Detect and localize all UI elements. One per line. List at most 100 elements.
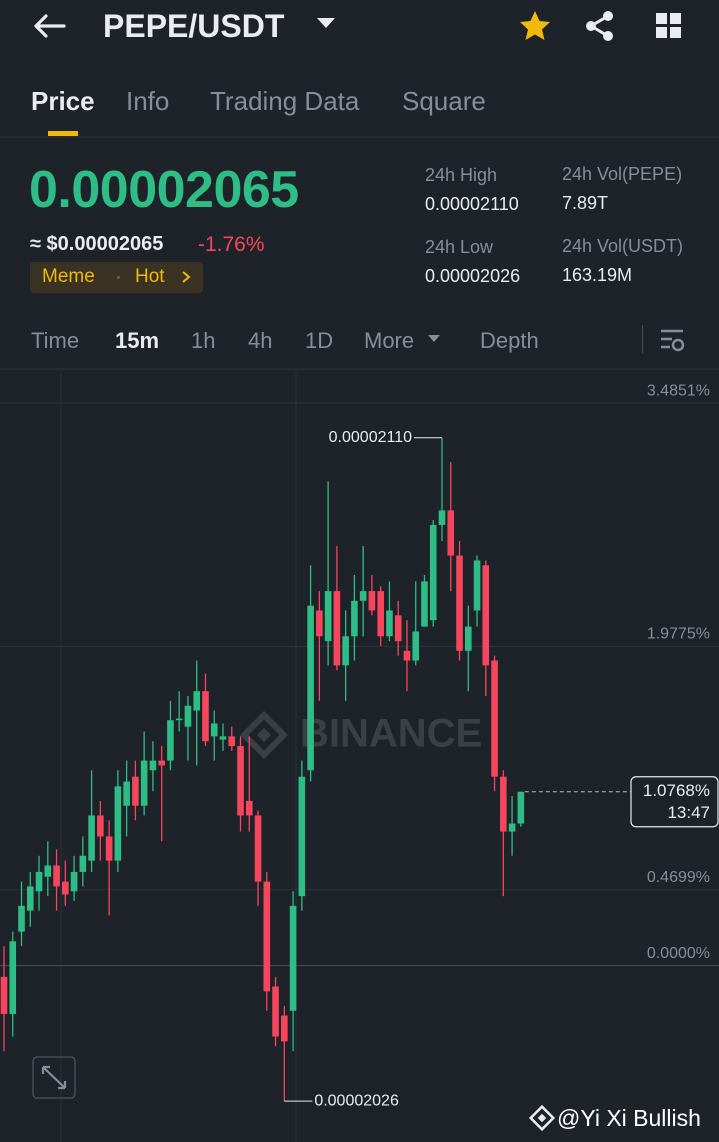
candle-body xyxy=(473,560,481,611)
candle-body xyxy=(62,881,69,895)
candle-body xyxy=(289,905,297,1011)
dropdown-icon[interactable] xyxy=(316,16,336,30)
credit: @Yi Xi Bullish xyxy=(557,1105,701,1131)
candle-body xyxy=(167,720,174,761)
tag[interactable]: Hot xyxy=(135,266,165,287)
candle-body xyxy=(482,565,490,666)
candle-body xyxy=(359,591,367,601)
y-tick-label: 3.4851% xyxy=(647,382,710,399)
candle-body xyxy=(281,1015,288,1042)
candle-body xyxy=(447,510,455,556)
candle-body xyxy=(394,615,402,642)
last-price-label: 1.0768% xyxy=(643,781,710,800)
candle-body xyxy=(377,591,384,637)
price-change: -1.76% xyxy=(198,233,265,256)
interval[interactable]: 1h xyxy=(191,328,216,353)
candle-body xyxy=(254,815,262,882)
candle-body xyxy=(175,718,183,721)
interval[interactable]: 1D xyxy=(305,328,334,353)
last-price: 0.00002065 xyxy=(29,161,299,219)
tab-active[interactable]: Price xyxy=(31,86,95,116)
candle-body xyxy=(456,555,463,651)
stat-label: 24h Vol(PEPE) xyxy=(562,164,683,184)
candle-body xyxy=(421,581,428,627)
candle-body xyxy=(202,691,209,742)
chart-settings-icon[interactable] xyxy=(660,328,686,354)
candle-body xyxy=(114,786,122,861)
tab[interactable]: Info xyxy=(126,86,170,116)
candle-body xyxy=(79,855,87,872)
candle-body xyxy=(210,723,218,737)
candle-body xyxy=(333,591,341,666)
interval[interactable]: Depth xyxy=(480,328,539,353)
share-icon[interactable] xyxy=(583,9,617,43)
stat-label: 24h Vol(USDT) xyxy=(562,236,684,256)
stat-value: 7.89T xyxy=(562,193,609,213)
candle-body xyxy=(403,650,411,661)
candle-body xyxy=(97,815,104,837)
usd-price: ≈ $0.00002065 xyxy=(30,233,164,255)
y-tick-label: 0.4699% xyxy=(647,869,710,886)
pair-title[interactable]: PEPE/USDT xyxy=(103,8,285,44)
max-label: 0.00002110 xyxy=(329,429,412,446)
candle-body xyxy=(158,760,165,766)
tag-separator xyxy=(117,276,120,279)
interval[interactable]: 4h xyxy=(248,328,273,353)
candle-body xyxy=(272,986,279,1037)
dropdown-icon[interactable] xyxy=(427,334,441,344)
stat-label: 24h High xyxy=(425,165,498,185)
favorite-icon[interactable] xyxy=(518,9,552,43)
candle-body xyxy=(219,736,227,740)
last-price-box xyxy=(630,776,719,828)
candle-body xyxy=(316,610,323,637)
menu-grid-icon[interactable] xyxy=(655,12,683,40)
candle-body xyxy=(193,691,201,711)
candle-body xyxy=(245,800,253,816)
y-tick-label: 0.0000% xyxy=(647,945,710,962)
chevron-icon xyxy=(182,271,191,283)
candle-body xyxy=(324,591,332,642)
tab[interactable]: Trading Data xyxy=(210,86,360,116)
candle-body xyxy=(149,760,157,771)
candle-body xyxy=(429,524,437,621)
tag-box[interactable] xyxy=(30,262,203,293)
interval[interactable]: Time xyxy=(31,328,80,353)
candle-body xyxy=(298,776,306,897)
candle-body xyxy=(464,626,472,651)
stat-value: 163.19M xyxy=(562,265,633,285)
candle-body xyxy=(132,776,139,806)
candle-body xyxy=(123,781,130,806)
candle-body xyxy=(500,776,507,832)
tab[interactable]: Square xyxy=(402,86,486,116)
y-tick-label: 1.9775% xyxy=(647,626,710,643)
candle-body xyxy=(44,865,52,877)
interval-active[interactable]: 15m xyxy=(115,328,160,353)
candle-body xyxy=(35,871,43,892)
countdown-label: 13:47 xyxy=(667,803,710,822)
candle-body xyxy=(26,886,34,911)
tag[interactable]: Meme xyxy=(42,266,95,287)
stat-label: 24h Low xyxy=(425,237,494,257)
tab-indicator xyxy=(48,131,78,136)
candle-body xyxy=(386,610,393,637)
candle-body xyxy=(508,823,516,832)
expand-button[interactable] xyxy=(32,1056,76,1099)
divider xyxy=(642,325,643,353)
back-icon[interactable] xyxy=(30,10,70,42)
watermark-logo xyxy=(239,710,289,760)
candle-body xyxy=(263,881,271,992)
candle-body xyxy=(438,510,446,525)
candle-body xyxy=(70,871,78,892)
candle-body xyxy=(368,591,376,611)
candle-body xyxy=(237,746,244,816)
candle-body xyxy=(228,736,236,747)
candle-body xyxy=(307,605,314,771)
watermark: BINANCE xyxy=(300,712,482,756)
interval[interactable]: More xyxy=(364,328,415,353)
candle-body xyxy=(342,636,349,666)
candle-body xyxy=(9,941,17,1014)
candle-body xyxy=(184,705,192,727)
candle-body xyxy=(18,905,25,932)
candle-body xyxy=(88,815,95,861)
